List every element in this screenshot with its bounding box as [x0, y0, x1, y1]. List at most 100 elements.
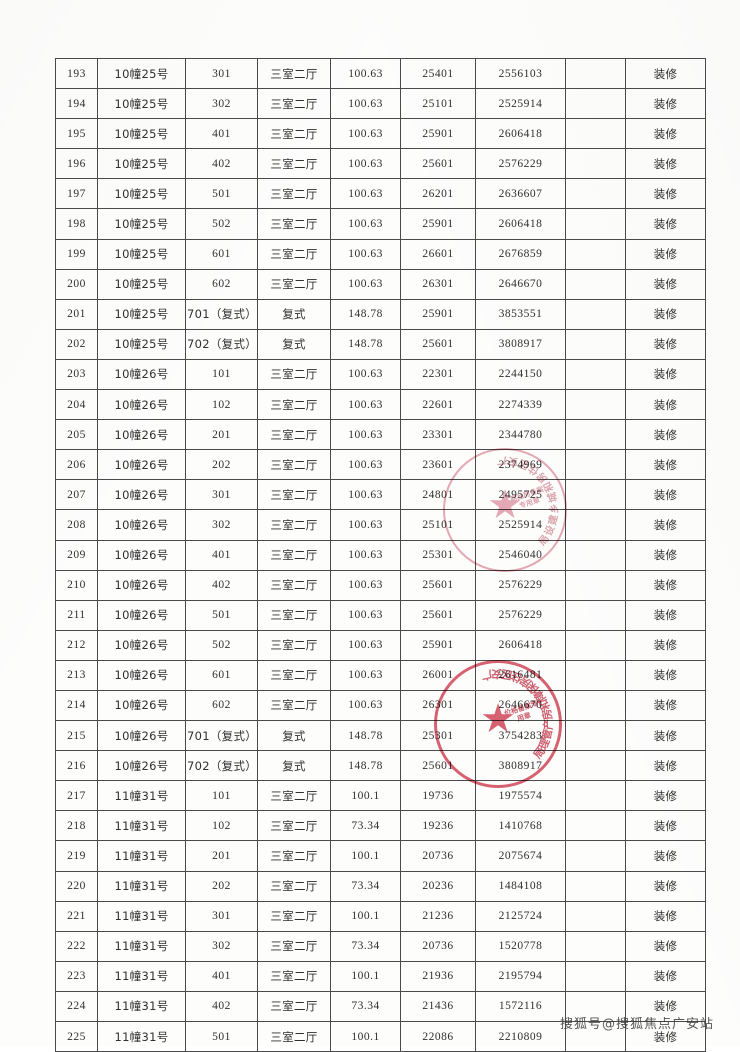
- table-cell: 2210809: [475, 1020, 566, 1052]
- table-cell: 装修: [625, 479, 706, 511]
- table-cell: 25901: [400, 629, 476, 661]
- table-cell: 100.63: [330, 358, 401, 391]
- table-row: 209 10幢26号 401 三室二厅 100.63 25301 2546040 装修: [55, 539, 706, 571]
- table-row: 210 10幢26号 402 三室二厅 100.63 25601 2576229 装修: [55, 569, 706, 601]
- table-cell: 1975574: [475, 780, 566, 812]
- table-cell: 23301: [400, 419, 476, 451]
- table-cell: 11幢31号: [97, 870, 186, 902]
- table-cell: [565, 659, 626, 691]
- table-cell: 装修: [625, 810, 706, 842]
- table-cell: 301: [185, 900, 258, 932]
- table-cell: 100.63: [330, 479, 401, 511]
- table-cell: [565, 629, 626, 661]
- table-cell: [565, 720, 626, 752]
- table-cell: 602: [185, 689, 258, 722]
- table-cell: 3808917: [475, 328, 566, 360]
- table-cell: 301: [185, 479, 258, 511]
- table-row: 202 10幢25号 702（复式） 复式 148.78 25601 3808917 装修: [55, 328, 706, 360]
- table-cell: 2075674: [475, 840, 566, 872]
- table-cell: 2525914: [475, 509, 566, 541]
- table-cell: 装修: [625, 208, 706, 240]
- table-cell: 装修: [625, 689, 706, 722]
- table-cell: 10幢25号: [97, 178, 186, 210]
- table-cell: 502: [185, 208, 258, 240]
- table-cell: 2676859: [475, 238, 566, 270]
- table-cell: 100.63: [330, 178, 401, 210]
- table-cell: 装修: [625, 238, 706, 270]
- table-cell: 218: [55, 810, 98, 842]
- table-cell: 三室二厅: [257, 810, 331, 842]
- table-cell: 100.63: [330, 118, 401, 150]
- table-cell: 装修: [625, 659, 706, 691]
- table-cell: 213: [55, 659, 98, 691]
- table-cell: 11幢31号: [97, 990, 186, 1023]
- table-cell: 195: [55, 118, 98, 150]
- table-cell: 601: [185, 238, 258, 270]
- table-row: 206 10幢26号 202 三室二厅 100.63 23601 2374969 装修: [55, 449, 706, 481]
- table-cell: 102: [185, 389, 258, 421]
- table-row: 208 10幢26号 302 三室二厅 100.63 25101 2525914 装修: [55, 509, 706, 541]
- table-row: 195 10幢25号 401 三室二厅 100.63 25901 2606418 装修: [55, 118, 706, 150]
- table-row: 203 10幢26号 101 三室二厅 100.63 22301 2244150 装修: [55, 358, 706, 391]
- table-cell: 11幢31号: [97, 930, 186, 962]
- table-cell: [565, 479, 626, 511]
- table-cell: 装修: [625, 629, 706, 661]
- table-cell: 装修: [625, 298, 706, 330]
- table-cell: [565, 539, 626, 571]
- table-cell: 2495725: [475, 479, 566, 511]
- table-row: 194 10幢25号 302 三室二厅 100.63 25101 2525914 装修: [55, 88, 706, 120]
- table-cell: [565, 900, 626, 932]
- table-cell: 复式: [257, 298, 331, 330]
- table-cell: 100.63: [330, 539, 401, 571]
- table-cell: [565, 569, 626, 601]
- table-cell: 217: [55, 780, 98, 812]
- table-cell: 2606418: [475, 118, 566, 150]
- table-row: 211 10幢26号 501 三室二厅 100.63 25601 2576229 装修: [55, 599, 706, 631]
- table-cell: 三室二厅: [257, 118, 331, 150]
- table-cell: 1572116: [475, 990, 566, 1023]
- table-cell: 401: [185, 118, 258, 150]
- table-cell: 26601: [400, 238, 476, 270]
- table-cell: 20736: [400, 930, 476, 962]
- price-listing-table-container: 193 10幢25号 301 三室二厅 100.63 25401 2556103 装修 194 1…: [55, 57, 706, 1052]
- table-cell: 复式: [257, 328, 331, 360]
- table-cell: 211: [55, 599, 98, 631]
- table-cell: 装修: [625, 328, 706, 360]
- table-cell: [565, 148, 626, 180]
- table-cell: 三室二厅: [257, 238, 331, 270]
- table-cell: 222: [55, 930, 98, 962]
- table-cell: 100.63: [330, 629, 401, 661]
- table-cell: 221: [55, 900, 98, 932]
- table-cell: 100.63: [330, 208, 401, 240]
- table-cell: 10幢26号: [97, 720, 186, 752]
- table-cell: 装修: [625, 148, 706, 180]
- table-cell: 198: [55, 208, 98, 240]
- table-cell: 73.34: [330, 930, 401, 962]
- table-cell: 201: [185, 840, 258, 872]
- table-cell: 502: [185, 629, 258, 661]
- table-cell: 25601: [400, 750, 476, 782]
- table-cell: 三室二厅: [257, 389, 331, 421]
- table-cell: 100.63: [330, 449, 401, 481]
- table-cell: 2576229: [475, 599, 566, 631]
- table-cell: 三室二厅: [257, 990, 331, 1023]
- table-cell: 401: [185, 960, 258, 992]
- table-cell: 100.63: [330, 509, 401, 541]
- table-cell: 601: [185, 659, 258, 691]
- table-cell: 2606418: [475, 629, 566, 661]
- table-cell: 102: [185, 810, 258, 842]
- table-row: 198 10幢25号 502 三室二厅 100.63 25901 2606418 装修: [55, 208, 706, 240]
- table-cell: [565, 118, 626, 150]
- table-cell: 148.78: [330, 328, 401, 360]
- table-cell: 19236: [400, 810, 476, 842]
- table-cell: 2125724: [475, 900, 566, 932]
- table-cell: [565, 358, 626, 391]
- table-cell: 10幢25号: [97, 57, 186, 90]
- table-row: 214 10幢26号 602 三室二厅 100.63 26301 2646670 装修: [55, 689, 706, 722]
- table-cell: 2195794: [475, 960, 566, 992]
- table-row: 200 10幢25号 602 三室二厅 100.63 26301 2646670 装修: [55, 268, 706, 300]
- table-cell: 10幢26号: [97, 569, 186, 601]
- table-cell: 2344780: [475, 419, 566, 451]
- table-cell: 复式: [257, 750, 331, 782]
- table-cell: 2646670: [475, 268, 566, 300]
